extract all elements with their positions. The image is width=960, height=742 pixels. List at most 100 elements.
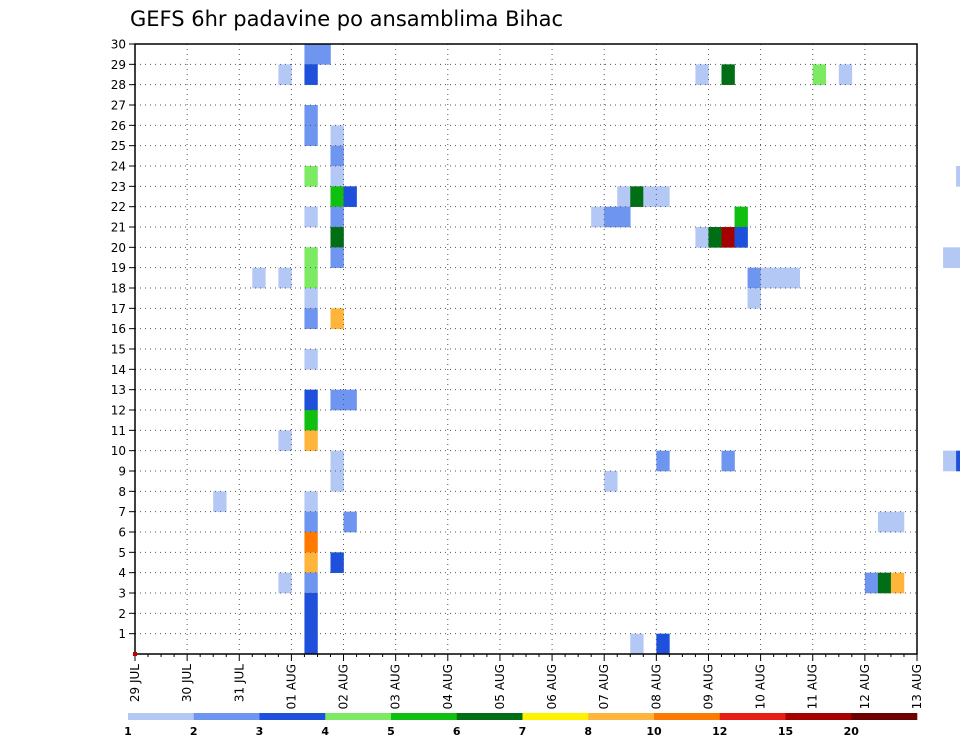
y-tick-label: 29	[111, 58, 126, 72]
heatmap-cell	[956, 450, 960, 472]
colorbar-swatch	[588, 713, 655, 720]
heatmap-cell	[956, 166, 960, 187]
heatmap-cell	[721, 64, 735, 85]
heatmap-cell	[304, 64, 318, 85]
heatmap-cell	[252, 267, 266, 289]
colorbar-swatch	[259, 713, 326, 720]
colorbar-swatch	[325, 713, 392, 720]
heatmap-cell	[330, 389, 344, 411]
heatmap-cell	[304, 552, 318, 573]
x-tick-label: 30 JUL	[180, 664, 194, 702]
y-tick-label: 4	[118, 566, 126, 580]
heatmap-cell	[304, 267, 318, 289]
chart-title: GEFS 6hr padavine po ansamblima Bihac	[130, 7, 563, 31]
heatmap-cell	[786, 267, 800, 289]
heatmap-cell	[747, 267, 761, 289]
x-tick-label: 03 AUG	[389, 664, 403, 709]
y-tick-label: 15	[111, 343, 126, 357]
heatmap-cell	[604, 471, 618, 492]
grid-lines	[135, 44, 917, 654]
heatmap-cell	[278, 267, 292, 289]
heatmap-cell	[721, 227, 735, 248]
heatmap-cell	[304, 633, 318, 655]
y-tick-label: 22	[111, 200, 126, 214]
heatmap-cell	[591, 206, 605, 228]
y-tick-label: 17	[111, 302, 126, 316]
heatmap-cell	[304, 532, 318, 553]
heatmap-cell	[304, 593, 318, 614]
colorbar-label: 6	[453, 725, 461, 738]
heatmap-cell	[278, 64, 292, 85]
heatmap-cell	[304, 410, 318, 431]
heatmap-cell	[304, 166, 318, 187]
heatmap-cell	[304, 247, 318, 268]
y-tick-label: 21	[111, 221, 126, 235]
heatmap-cell	[343, 389, 357, 411]
colorbar-swatch	[719, 713, 786, 720]
y-tick-label: 12	[111, 404, 126, 418]
y-tick-label: 10	[111, 444, 126, 458]
y-tick-label: 2	[118, 607, 126, 621]
heatmap-cell	[838, 64, 853, 85]
heatmap-cell	[890, 572, 905, 594]
colorbar-legend: 1 2 3 4 5 6 7 8 10 12 15 20	[124, 713, 918, 738]
heatmap-cell	[330, 125, 344, 146]
y-tick-label: 28	[111, 78, 126, 92]
heatmap-cell	[304, 430, 318, 451]
heatmap-cell	[877, 572, 892, 594]
y-tick-label: 8	[118, 485, 126, 499]
y-tick-label: 26	[111, 119, 126, 133]
heatmap-cell	[760, 267, 774, 289]
colorbar-label: 8	[584, 725, 592, 738]
x-axis: 29 JUL 30 JUL 31 JUL 01 AUG 02 AUG 03 AUG 04 A…	[128, 652, 924, 709]
heatmap-cell	[330, 471, 344, 492]
y-axis: 1234567891011121314151617181920212223242…	[111, 38, 135, 641]
heatmap-cell	[278, 572, 292, 594]
x-tick-label: 29 JUL	[128, 664, 142, 702]
y-tick-label: 3	[118, 587, 126, 601]
x-tick-label: 13 AUG	[910, 664, 924, 709]
colorbar-swatch	[128, 713, 195, 720]
x-tick-label: 04 AUG	[441, 664, 455, 709]
x-tick-label: 12 AUG	[858, 664, 872, 709]
heatmap-cell	[330, 206, 344, 228]
colorbar-label: 4	[321, 725, 329, 738]
heatmap-cell	[630, 186, 644, 207]
y-tick-label: 7	[118, 505, 126, 519]
x-tick-label: 01 AUG	[284, 664, 298, 709]
heatmap-cell	[656, 633, 670, 655]
heatmap-cell	[656, 450, 670, 472]
colorbar-swatch	[193, 713, 260, 720]
y-tick-label: 5	[118, 546, 126, 560]
colorbar-label: 15	[778, 725, 793, 738]
heatmap-cell	[956, 247, 960, 268]
heatmap-cell	[343, 186, 357, 207]
colorbar-swatch	[785, 713, 852, 720]
x-tick-label: 11 AUG	[806, 664, 820, 709]
y-tick-label: 19	[111, 261, 126, 275]
y-tick-label: 11	[111, 424, 126, 438]
x-tick-label: 07 AUG	[597, 664, 611, 709]
colorbar-label: 2	[190, 725, 198, 738]
x-tick-label: 08 AUG	[649, 664, 663, 709]
heatmap-cell	[630, 633, 644, 655]
heatmap-cell	[304, 349, 318, 370]
heatmap-cell	[330, 166, 344, 187]
heatmap-cell	[213, 491, 227, 512]
heatmap-cell	[864, 572, 879, 594]
heatmap-cell	[943, 450, 957, 472]
colorbar-label: 5	[387, 725, 395, 738]
heatmap-cell	[330, 145, 344, 167]
colorbar-label: 1	[124, 725, 132, 738]
heatmap-cell	[695, 64, 709, 85]
heatmap-cell	[330, 186, 344, 207]
heatmap-cell	[330, 308, 344, 329]
y-tick-label: 9	[118, 465, 126, 479]
heatmap-cell	[812, 64, 827, 85]
heatmap-cell	[304, 44, 318, 65]
y-tick-label: 16	[111, 322, 126, 336]
heatmap-cell	[890, 511, 905, 533]
heatmap-cell	[721, 450, 735, 472]
axis-origin-marker	[133, 652, 137, 656]
heatmap-cell	[304, 511, 318, 533]
